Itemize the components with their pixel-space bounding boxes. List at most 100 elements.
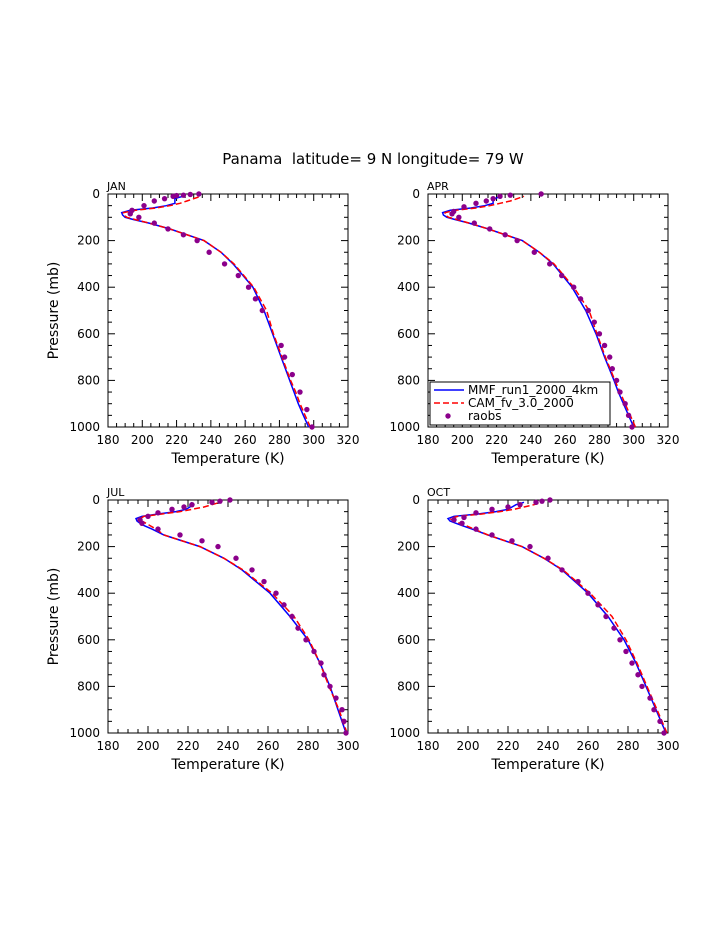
raob-point (333, 695, 339, 701)
y-tick-label: 400 (77, 586, 100, 600)
raob-point (181, 504, 187, 510)
x-tick-label: 180 (97, 433, 120, 447)
raob-point (547, 497, 553, 503)
raob-point (245, 284, 252, 290)
x-tick-label: 320 (657, 433, 680, 447)
y-tick-label: 600 (397, 633, 420, 647)
raob-point (601, 342, 608, 349)
raob-point (509, 538, 515, 544)
raob-point (661, 730, 667, 736)
raob-point (461, 204, 467, 210)
y-tick-label: 800 (397, 373, 420, 387)
raob-point (629, 424, 635, 430)
chart-panel-oct: OCT 180 200 220 240 260 280 300 0 200 400 600 800 100… (389, 486, 679, 773)
raob-point (577, 296, 584, 302)
raob-point (281, 354, 288, 360)
x-axis-label: Temperature (K) (490, 757, 604, 773)
x-tick-label: 320 (337, 433, 360, 447)
raob-point (196, 191, 202, 197)
raob-point (233, 555, 239, 561)
raob-point (451, 208, 457, 215)
panel-title: APR (427, 180, 449, 193)
x-axis-label: Temperature (K) (490, 451, 604, 467)
y-tick-label: 0 (412, 187, 420, 201)
raob-point (303, 637, 309, 643)
raob-point (609, 366, 615, 372)
raob-point (489, 532, 495, 538)
legend-label: MMF_run1_2000_4km (468, 383, 598, 397)
y-tick-label: 400 (397, 586, 420, 600)
raob-point (514, 237, 520, 244)
y-tick-label: 1000 (69, 726, 100, 740)
raob-point (461, 514, 467, 521)
raob-point (603, 613, 609, 620)
raob-point (165, 226, 171, 232)
series-line-mmf (120, 195, 310, 428)
raob-point (607, 354, 613, 360)
raob-point (545, 555, 551, 561)
series-line-mmf (446, 501, 667, 734)
plot-frame (427, 499, 669, 734)
x-tick-label: 240 (199, 433, 222, 447)
raob-point (527, 543, 533, 550)
x-tick-label: 240 (217, 739, 240, 753)
x-tick-label: 200 (457, 739, 480, 753)
raob-point (625, 412, 632, 419)
raob-point (311, 648, 317, 655)
raob-point (533, 499, 539, 506)
raob-point (145, 513, 151, 520)
raob-point (151, 220, 157, 226)
y-tick-label: 200 (77, 234, 100, 248)
raob-point (547, 261, 553, 267)
x-tick-label: 180 (417, 433, 440, 447)
raob-point (321, 672, 327, 678)
series-line-cam (448, 501, 668, 734)
y-tick-label: 200 (77, 540, 100, 554)
x-tick-label: 180 (417, 739, 440, 753)
raob-point (575, 578, 581, 585)
raob-point (490, 195, 496, 202)
raob-point (559, 567, 565, 573)
raob-point (206, 249, 212, 255)
raob-point (189, 501, 195, 508)
plot-frame (107, 499, 349, 734)
y-tick-label: 600 (77, 633, 100, 647)
raob-point (318, 660, 324, 666)
legend-label: CAM_fv_3.0_2000 (468, 396, 574, 410)
raob-point (489, 506, 495, 513)
raob-point (487, 226, 493, 232)
raob-point (639, 683, 645, 690)
raob-point (273, 590, 279, 596)
raob-point (617, 637, 623, 643)
y-tick-label: 1000 (389, 420, 420, 434)
raob-point (617, 389, 623, 395)
raob-point (304, 406, 310, 413)
raob-point (451, 517, 457, 523)
raob-point (591, 319, 597, 325)
raob-point (343, 730, 349, 736)
raob-point (278, 342, 284, 349)
raob-point (180, 192, 187, 198)
x-tick-label: 260 (234, 433, 257, 447)
raob-point (259, 307, 265, 314)
raob-point (596, 331, 603, 337)
raob-point (187, 191, 193, 198)
raob-point (531, 249, 537, 255)
raob-point (281, 602, 287, 608)
raob-point (483, 198, 489, 204)
raob-point (209, 499, 215, 506)
raob-point (141, 202, 147, 209)
raob-point (502, 232, 508, 238)
y-axis-label: Pressure (mb) (46, 568, 62, 666)
panel-title: JAN (106, 180, 126, 193)
y-tick-label: 800 (77, 679, 100, 693)
y-tick-label: 0 (412, 493, 420, 507)
chart-panel-apr: APR 180 200 220 240 260 280 300 320 0 200 400 600 800… (389, 180, 679, 467)
raob-point (517, 501, 523, 508)
raob-point (215, 543, 221, 550)
legend-box (429, 381, 611, 426)
raob-point (129, 207, 135, 214)
raob-point (289, 613, 295, 620)
raob-point (657, 718, 663, 725)
raob-point (459, 520, 465, 526)
